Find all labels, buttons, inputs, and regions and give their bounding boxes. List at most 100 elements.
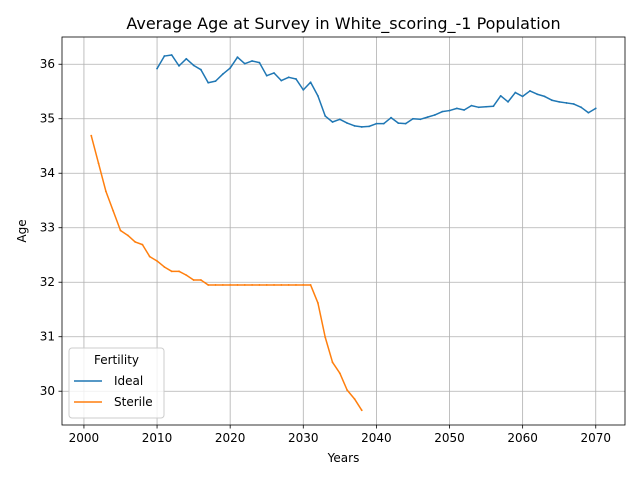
data-point-ideal [156, 68, 158, 70]
data-point-ideal [434, 114, 436, 116]
data-point-sterile [120, 230, 122, 232]
data-point-sterile [332, 361, 334, 363]
data-point-ideal [339, 118, 341, 120]
data-point-sterile [98, 163, 100, 165]
data-point-sterile [346, 389, 348, 391]
data-point-sterile [324, 336, 326, 338]
x-tick-label: 2030 [288, 431, 319, 445]
data-point-ideal [310, 81, 312, 83]
data-point-ideal [193, 64, 195, 66]
data-point-ideal [317, 95, 319, 97]
legend-label-sterile: Sterile [114, 395, 153, 409]
data-point-ideal [405, 123, 407, 125]
data-point-ideal [573, 103, 575, 105]
data-point-ideal [514, 92, 516, 94]
data-point-sterile [207, 284, 209, 286]
data-point-ideal [324, 115, 326, 117]
data-point-ideal [427, 116, 429, 118]
data-point-ideal [332, 121, 334, 123]
data-point-ideal [251, 60, 253, 62]
data-point-ideal [522, 96, 524, 98]
data-point-ideal [463, 109, 465, 111]
data-point-sterile [302, 284, 304, 286]
data-point-ideal [237, 56, 239, 58]
data-point-ideal [588, 112, 590, 114]
data-point-sterile [90, 135, 92, 137]
data-point-ideal [441, 111, 443, 113]
data-point-sterile [112, 210, 114, 212]
data-point-ideal [544, 96, 546, 98]
data-point-sterile [361, 409, 363, 411]
data-point-sterile [310, 284, 312, 286]
x-tick-label: 2020 [215, 431, 246, 445]
data-point-ideal [222, 73, 224, 75]
data-point-sterile [317, 302, 319, 304]
data-point-ideal [178, 65, 180, 67]
data-point-ideal [163, 55, 165, 57]
data-point-sterile [127, 234, 129, 236]
y-tick-label: 31 [40, 330, 55, 344]
data-point-ideal [471, 105, 473, 107]
data-point-sterile [134, 241, 136, 243]
data-point-sterile [156, 260, 158, 262]
data-point-sterile [163, 266, 165, 268]
data-point-ideal [449, 110, 451, 112]
data-point-ideal [171, 54, 173, 56]
y-tick-label: 33 [40, 221, 55, 235]
data-point-ideal [288, 76, 290, 78]
x-tick-label: 2070 [580, 431, 611, 445]
data-point-sterile [339, 372, 341, 374]
x-tick-label: 2000 [69, 431, 100, 445]
x-tick-label: 2060 [507, 431, 538, 445]
data-point-sterile [178, 270, 180, 272]
data-point-ideal [456, 107, 458, 109]
data-point-ideal [397, 122, 399, 124]
y-tick-label: 30 [40, 384, 55, 398]
data-point-sterile [105, 190, 107, 192]
data-point-ideal [185, 58, 187, 60]
data-point-ideal [551, 99, 553, 101]
chart-title: Average Age at Survey in White_scoring_-… [126, 14, 560, 34]
data-point-ideal [354, 125, 356, 127]
y-tick-label: 35 [40, 112, 55, 126]
data-point-sterile [142, 244, 144, 246]
data-point-ideal [383, 123, 385, 125]
data-point-ideal [485, 106, 487, 108]
data-point-sterile [171, 270, 173, 272]
data-point-ideal [368, 125, 370, 127]
x-tick-label: 2040 [361, 431, 392, 445]
data-point-sterile [237, 284, 239, 286]
data-point-sterile [193, 279, 195, 281]
y-tick-label: 34 [40, 166, 55, 180]
data-point-ideal [302, 89, 304, 91]
data-point-sterile [149, 256, 151, 258]
data-point-sterile [244, 284, 246, 286]
data-point-ideal [229, 67, 231, 69]
data-point-ideal [566, 102, 568, 104]
data-point-sterile [259, 284, 261, 286]
data-point-ideal [580, 106, 582, 108]
data-point-ideal [200, 69, 202, 71]
data-point-ideal [478, 106, 480, 108]
data-point-sterile [273, 284, 275, 286]
legend-title: Fertility [94, 353, 139, 367]
data-point-ideal [390, 117, 392, 119]
data-point-sterile [185, 274, 187, 276]
y-axis-label: Age [15, 219, 29, 242]
data-point-sterile [251, 284, 253, 286]
data-point-ideal [207, 82, 209, 84]
data-point-ideal [215, 80, 217, 82]
x-axis-label: Years [327, 451, 360, 465]
data-point-ideal [361, 126, 363, 128]
y-tick-label: 36 [40, 57, 55, 71]
data-point-ideal [280, 80, 282, 82]
legend-label-ideal: Ideal [114, 374, 143, 388]
data-point-ideal [244, 63, 246, 65]
data-point-ideal [492, 105, 494, 107]
data-point-ideal [266, 75, 268, 77]
data-point-sterile [354, 398, 356, 400]
data-point-ideal [558, 101, 560, 103]
data-point-ideal [419, 118, 421, 120]
data-point-ideal [529, 90, 531, 92]
